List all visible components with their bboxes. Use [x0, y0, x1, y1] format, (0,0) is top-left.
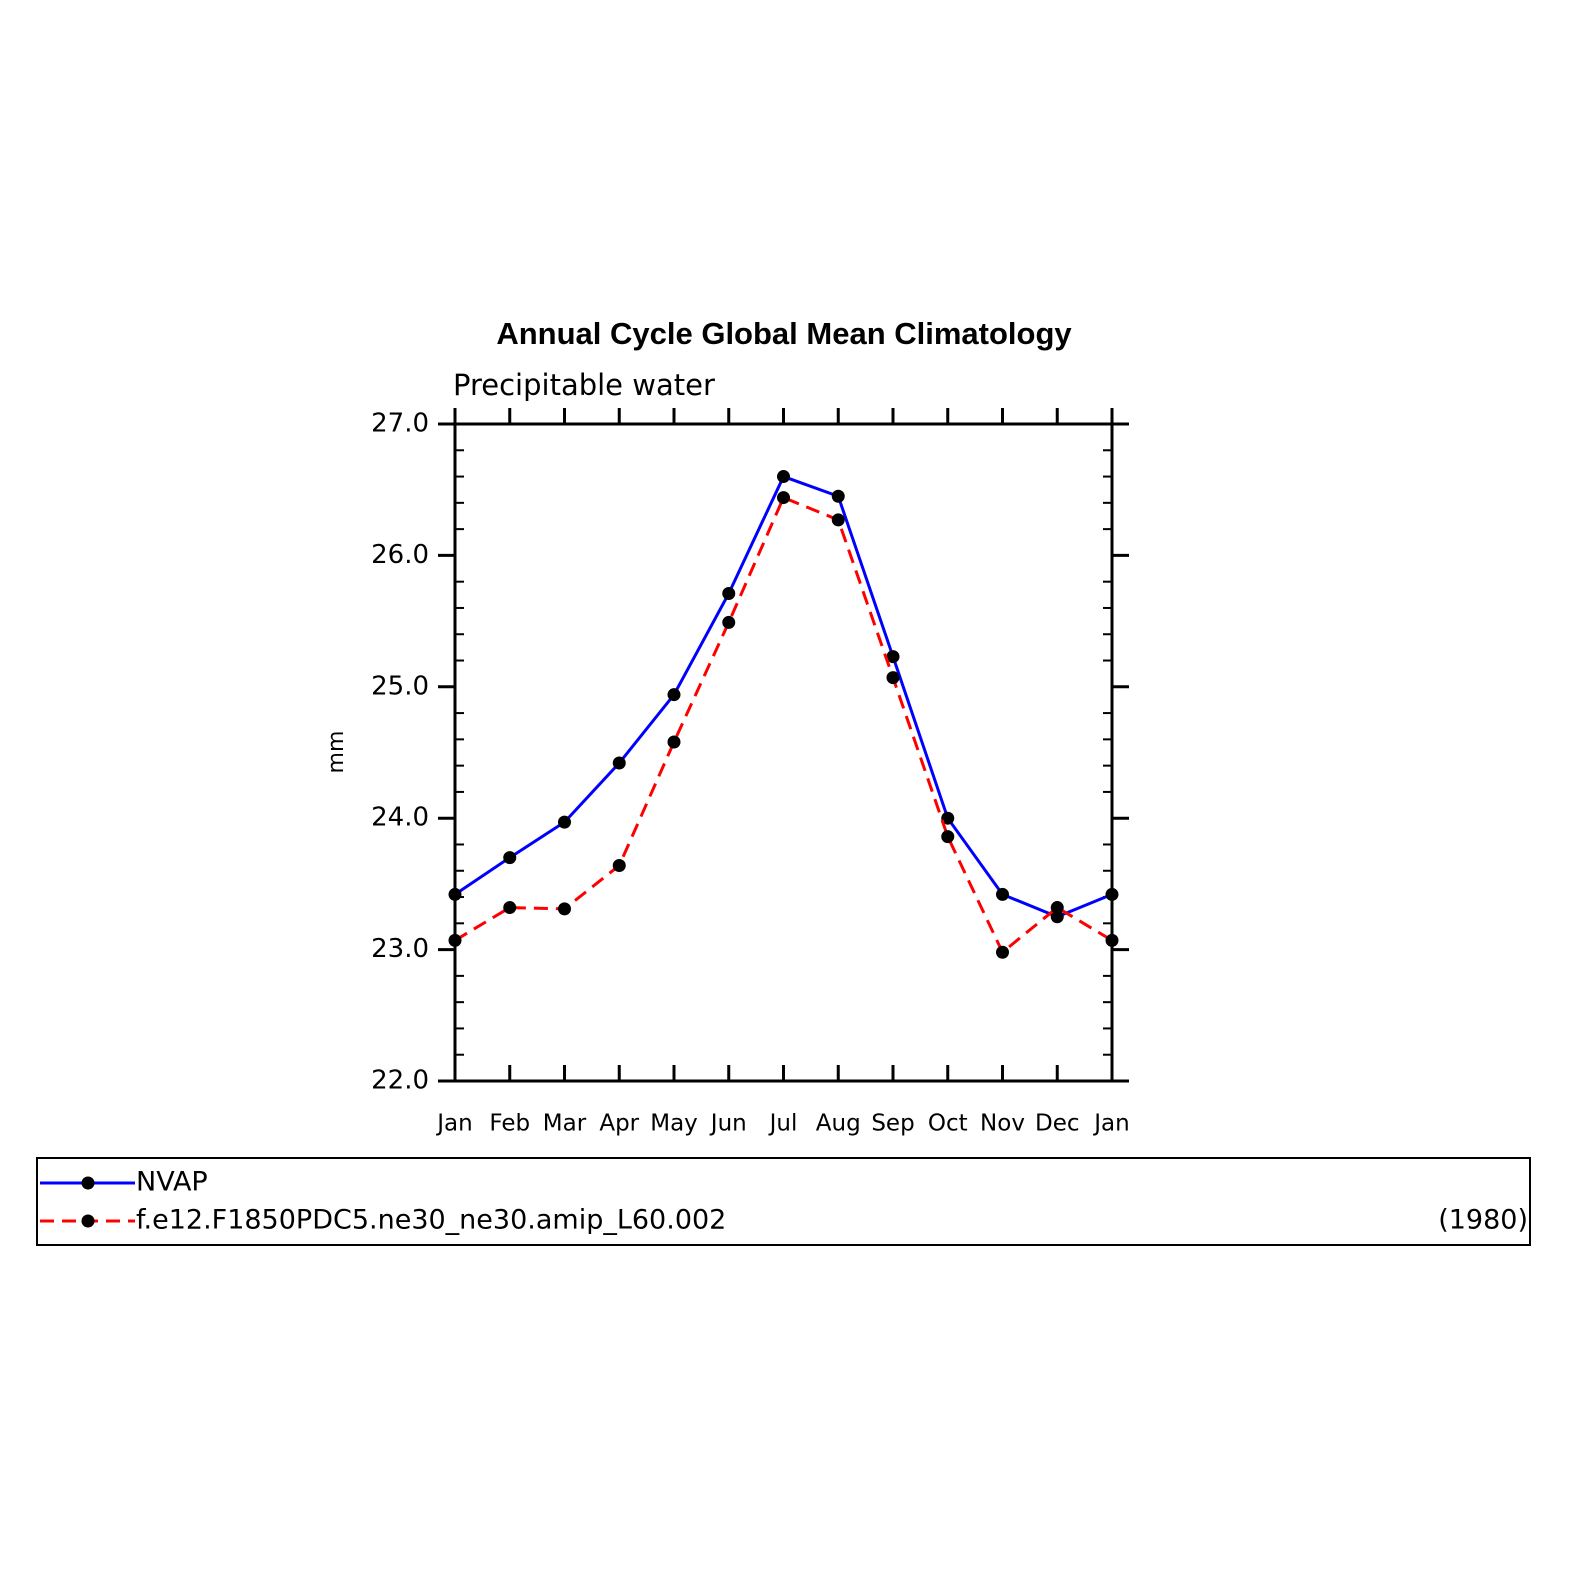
series-marker: [722, 615, 736, 629]
legend-marker: [81, 1176, 95, 1190]
series-marker: [667, 735, 681, 749]
series-marker: [941, 811, 955, 825]
series-marker: [612, 756, 626, 770]
series-marker: [1105, 887, 1119, 901]
series-marker: [667, 688, 681, 702]
series-marker: [1050, 910, 1064, 924]
series-marker: [941, 830, 955, 844]
chart-title: Annual Cycle Global Mean Climatology: [496, 316, 1072, 351]
series-marker: [503, 901, 517, 915]
y-tick-label: 24.0: [371, 803, 429, 833]
x-tick-label: May: [650, 1111, 698, 1137]
x-tick-label: Aug: [816, 1111, 861, 1137]
legend-label: NVAP: [136, 1167, 208, 1198]
series-marker: [777, 470, 790, 484]
x-tick-label: Jan: [1092, 1111, 1129, 1137]
x-tick-label: Jul: [768, 1111, 798, 1137]
legend-label: f.e12.F1850PDC5.ne30_ne30.amip_L60.002: [136, 1205, 726, 1236]
y-tick-label: 27.0: [371, 409, 429, 439]
x-tick-label: Sep: [871, 1111, 914, 1137]
x-tick-label: Jan: [435, 1111, 472, 1137]
series-marker: [1105, 933, 1119, 947]
y-tick-label: 25.0: [371, 671, 429, 701]
x-tick-label: Dec: [1035, 1111, 1080, 1137]
x-tick-label: Feb: [489, 1111, 530, 1137]
x-tick-label: Mar: [543, 1111, 587, 1137]
x-tick-label: Jun: [709, 1111, 747, 1137]
series-marker: [448, 933, 462, 947]
series-marker: [448, 887, 462, 901]
series-marker: [886, 650, 900, 664]
y-axis-label: mm: [324, 731, 349, 774]
series-marker: [831, 513, 845, 527]
x-tick-label: Oct: [928, 1111, 968, 1137]
series-marker: [996, 887, 1009, 901]
legend-marker: [81, 1214, 95, 1228]
x-tick-label: Nov: [980, 1111, 1025, 1137]
series-marker: [558, 815, 571, 829]
x-tick-label: Apr: [599, 1111, 639, 1137]
series-marker: [558, 902, 571, 916]
chart-subtitle: Precipitable water: [453, 368, 715, 402]
y-tick-label: 26.0: [371, 540, 429, 570]
series-marker: [612, 859, 626, 873]
legend-note: (1980): [1438, 1205, 1528, 1236]
legend-box: [36, 1157, 1531, 1246]
y-tick-label: 22.0: [371, 1066, 429, 1096]
series-marker: [996, 945, 1009, 959]
series-marker: [831, 489, 845, 503]
series-marker: [1050, 901, 1064, 915]
series-marker: [722, 587, 736, 601]
series-marker: [777, 491, 790, 505]
series-marker: [503, 851, 517, 865]
series-marker: [886, 671, 900, 685]
y-tick-label: 23.0: [371, 934, 429, 964]
